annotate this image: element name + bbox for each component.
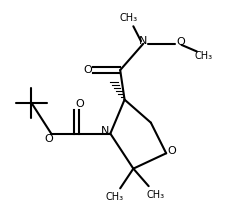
Text: CH₃: CH₃ (120, 12, 138, 23)
Text: CH₃: CH₃ (146, 190, 164, 200)
Text: O: O (83, 65, 92, 75)
Text: O: O (45, 134, 53, 144)
Text: O: O (75, 99, 84, 109)
Text: CH₃: CH₃ (106, 192, 124, 202)
Text: N: N (139, 36, 147, 46)
Text: CH₃: CH₃ (194, 51, 212, 61)
Text: O: O (167, 146, 176, 156)
Text: O: O (176, 37, 185, 47)
Text: N: N (101, 126, 109, 136)
